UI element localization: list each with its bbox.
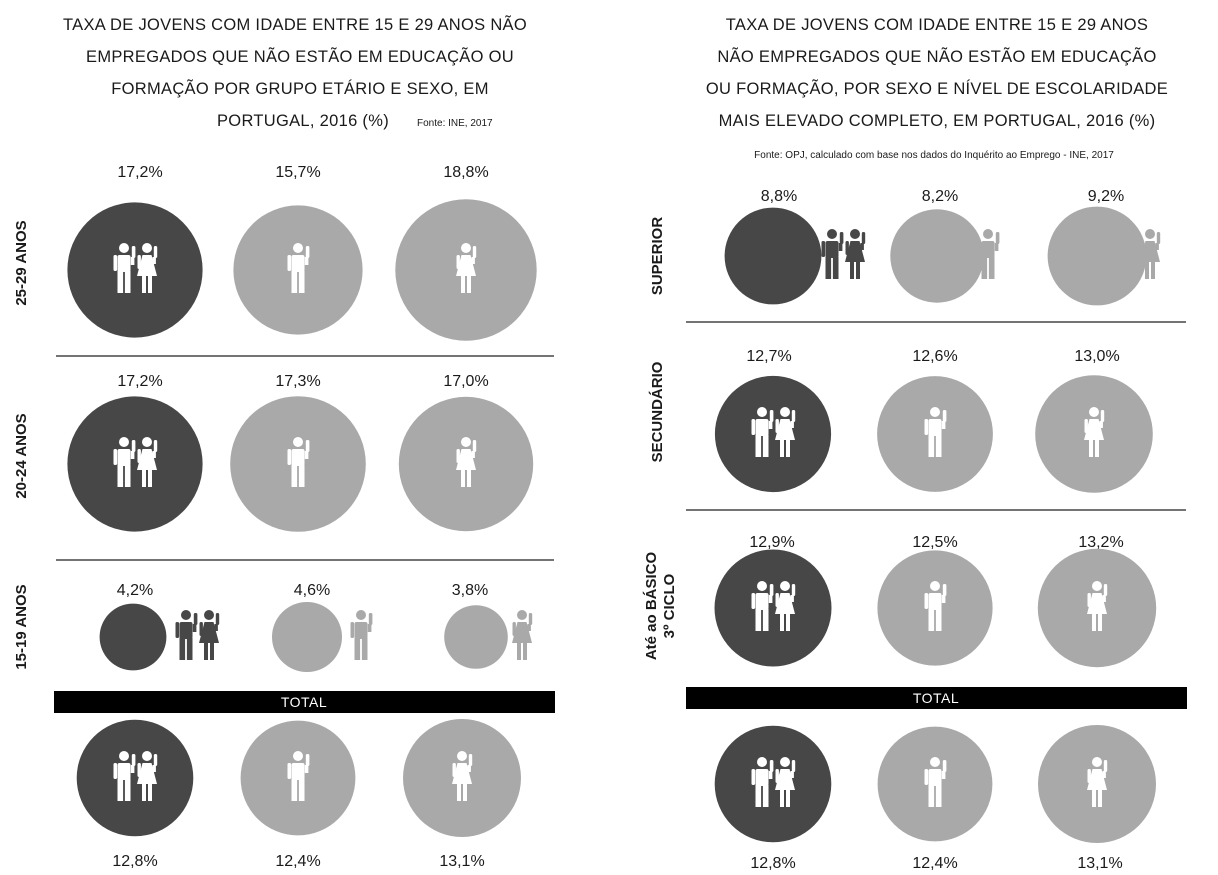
left-total-value-female: 13,1% bbox=[439, 853, 484, 870]
male-female-icon bbox=[176, 610, 220, 660]
left-title-line-4: PORTUGAL, 2016 (%) bbox=[217, 112, 389, 130]
left-r2-value-total: 4,2% bbox=[117, 582, 153, 599]
left-row-label-15-19: 15-19 ANOS bbox=[13, 584, 30, 669]
right-r2-value-male: 12,5% bbox=[912, 534, 957, 551]
right-r1-value-total: 12,7% bbox=[746, 348, 791, 365]
left-chart: TAXA DE JOVENS COM IDADE ENTRE 15 E 29 A… bbox=[13, 14, 555, 870]
right-row-label-basico-2: 3º CICLO bbox=[661, 573, 678, 638]
right-r0-circle-male bbox=[890, 209, 984, 303]
female-icon bbox=[512, 610, 533, 660]
right-r0-value-total: 8,8% bbox=[761, 188, 797, 205]
left-total-circle-total bbox=[76, 719, 194, 837]
left-r2-circle-male bbox=[272, 602, 342, 672]
left-title-line-1: TAXA DE JOVENS COM IDADE ENTRE 15 E 29 A… bbox=[63, 14, 527, 34]
left-row-label-25-29: 25-29 ANOS bbox=[13, 220, 30, 305]
right-r2-circle-total bbox=[714, 549, 832, 667]
right-total-bar bbox=[686, 687, 1187, 709]
right-row-label-superior: SUPERIOR bbox=[649, 217, 666, 296]
left-r0-value-female: 18,8% bbox=[443, 164, 488, 181]
left-total-label: TOTAL bbox=[281, 694, 327, 710]
right-title-line-3: OU FORMAÇÃO, POR SEXO E NÍVEL DE ESCOLAR… bbox=[706, 78, 1168, 98]
right-total-value-total: 12,8% bbox=[750, 855, 795, 872]
left-r1-value-total: 17,2% bbox=[117, 373, 162, 390]
left-total-value-male: 12,4% bbox=[275, 853, 320, 870]
right-r0-value-male: 8,2% bbox=[922, 188, 958, 205]
left-r2-circle-total bbox=[99, 603, 167, 671]
right-r0-value-female: 9,2% bbox=[1088, 188, 1124, 205]
right-row-label-basico: Até ao BÁSICO bbox=[643, 552, 660, 661]
left-total-bar bbox=[54, 691, 555, 713]
left-r1-value-male: 17,3% bbox=[275, 373, 320, 390]
left-r2-value-male: 4,6% bbox=[294, 582, 330, 599]
left-total-value-total: 12,8% bbox=[112, 853, 157, 870]
right-r2-value-total: 12,9% bbox=[749, 534, 794, 551]
right-title-line-1: TAXA DE JOVENS COM IDADE ENTRE 15 E 29 A… bbox=[726, 16, 1148, 34]
left-r0-value-total: 17,2% bbox=[117, 164, 162, 181]
right-total-label: TOTAL bbox=[913, 690, 959, 706]
right-title-line-2: NÃO EMPREGADOS QUE NÃO ESTÃO EM EDUCAÇÃO bbox=[717, 46, 1156, 66]
left-r2-circle-female bbox=[444, 605, 508, 669]
right-chart: TAXA DE JOVENS COM IDADE ENTRE 15 E 29 A… bbox=[643, 16, 1187, 872]
right-r0-circle-total bbox=[724, 207, 822, 305]
right-source: Fonte: OPJ, calculado com base nos dados… bbox=[754, 150, 1114, 161]
left-r0-circle-total bbox=[67, 202, 203, 338]
left-source: Fonte: INE, 2017 bbox=[417, 118, 493, 129]
male-female-icon bbox=[822, 229, 866, 279]
right-r1-value-male: 12,6% bbox=[912, 348, 957, 365]
left-row-label-20-24: 20-24 ANOS bbox=[13, 413, 30, 498]
left-title-line-3: FORMAÇÃO POR GRUPO ETÁRIO E SEXO, EM bbox=[111, 78, 489, 98]
right-title-line-4: MAIS ELEVADO COMPLETO, EM PORTUGAL, 2016… bbox=[719, 112, 1156, 130]
left-r1-circle-total bbox=[67, 396, 203, 532]
male-icon bbox=[350, 610, 373, 660]
right-r2-value-female: 13,2% bbox=[1078, 534, 1123, 551]
right-r1-value-female: 13,0% bbox=[1074, 348, 1119, 365]
right-r0-circle-female bbox=[1047, 206, 1147, 306]
left-r0-value-male: 15,7% bbox=[275, 164, 320, 181]
right-total-circle-total bbox=[714, 725, 832, 843]
right-row-label-secundario: SECUNDÁRIO bbox=[649, 361, 666, 462]
right-r1-circle-total bbox=[714, 375, 832, 493]
right-total-value-female: 13,1% bbox=[1077, 855, 1122, 872]
left-r2-value-female: 3,8% bbox=[452, 582, 488, 599]
right-total-value-male: 12,4% bbox=[912, 855, 957, 872]
left-r1-value-female: 17,0% bbox=[443, 373, 488, 390]
left-title-line-2: EMPREGADOS QUE NÃO ESTÃO EM EDUCAÇÃO OU bbox=[86, 46, 514, 66]
